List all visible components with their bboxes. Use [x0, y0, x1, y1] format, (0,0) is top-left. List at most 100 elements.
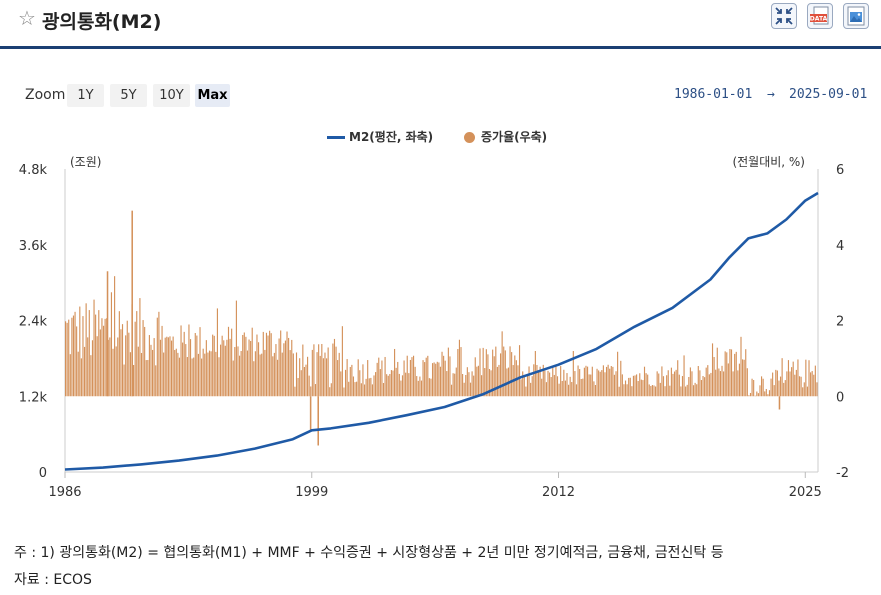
growth-bar [726, 352, 728, 397]
zoom-10y-button[interactable]: 10Y [153, 84, 190, 107]
growth-bar [155, 365, 157, 397]
growth-bar [517, 365, 519, 397]
legend-item-m2[interactable]: M2(평잔, 좌축) [327, 128, 433, 145]
footnote: 주 : 1) 광의통화(M2) = 협의통화(M1) + MMF + 수익증권 … [14, 545, 724, 561]
growth-bar [563, 369, 565, 397]
growth-bar [257, 342, 260, 397]
growth-bar [748, 395, 750, 397]
growth-bar [310, 386, 312, 397]
growth-bar [705, 367, 707, 397]
growth-bar [488, 369, 491, 397]
growth-bar [509, 346, 511, 397]
growth-bar [716, 347, 718, 397]
growth-bar [460, 347, 462, 397]
growth-bar [476, 366, 478, 397]
zoom-1y-button[interactable]: 1Y [67, 84, 104, 107]
left-axis-unit: (조원) [70, 155, 101, 169]
growth-bar [412, 355, 415, 397]
growth-bar [344, 369, 347, 397]
growth-bar [283, 343, 285, 397]
growth-bar [533, 364, 535, 397]
growth-bar [631, 386, 633, 397]
zoom-max-button[interactable]: Max [195, 84, 230, 107]
range-to[interactable]: 2025-09-01 [789, 87, 868, 102]
growth-bar [553, 374, 555, 397]
growth-bar [779, 376, 782, 397]
growth-bar [655, 386, 657, 397]
growth-bar [572, 350, 574, 397]
growth-bar [465, 374, 467, 397]
growth-bar [329, 387, 331, 397]
growth-bar [281, 352, 283, 397]
growth-bar [659, 382, 661, 397]
growth-bar [536, 364, 538, 397]
growth-bar [302, 344, 304, 397]
growth-bar [316, 352, 318, 397]
image-download-icon[interactable] [843, 3, 869, 29]
growth-bar [552, 366, 554, 397]
growth-bar [360, 383, 362, 397]
growth-bar [346, 359, 348, 397]
growth-bar [482, 347, 484, 397]
growth-bar [718, 368, 720, 397]
growth-bar [617, 351, 619, 397]
collapse-icon[interactable] [771, 3, 797, 29]
growth-bar [286, 331, 288, 397]
growth-bar [438, 362, 440, 397]
growth-bar [169, 336, 171, 397]
growth-bar [816, 382, 818, 397]
growth-bar [590, 374, 592, 397]
growth-bar [299, 358, 301, 397]
growth-bar [351, 364, 353, 397]
growth-bar [419, 376, 421, 397]
growth-bar [569, 376, 571, 397]
growth-bar [579, 369, 581, 397]
growth-bar [503, 346, 505, 397]
growth-bar [246, 350, 249, 397]
growth-bar [764, 391, 766, 397]
growth-bar [541, 378, 543, 397]
growth-bar [229, 338, 231, 397]
data-download-icon[interactable]: DATA [807, 3, 833, 29]
growth-bar [235, 300, 237, 397]
growth-bar [493, 356, 495, 397]
growth-bar [74, 311, 76, 397]
growth-bar [292, 353, 294, 397]
range-arrow: → [767, 87, 775, 102]
growth-bar [120, 329, 122, 397]
growth-bar [71, 317, 73, 397]
growth-bar [295, 352, 298, 397]
growth-bar [174, 350, 176, 397]
growth-bar [719, 371, 722, 397]
growth-bar [574, 371, 576, 397]
growth-bar [177, 352, 179, 397]
growth-bar [511, 352, 513, 397]
growth-bar [526, 375, 529, 397]
growth-bar [349, 366, 351, 397]
growth-bar [591, 366, 593, 397]
growth-bar [362, 364, 364, 397]
growth-bar [743, 359, 745, 397]
growth-bar [564, 380, 566, 397]
growth-bar [237, 346, 239, 397]
right-axis-tick-label: 0 [836, 390, 844, 405]
growth-bar [147, 359, 149, 397]
legend-item-growth[interactable]: 증가율(우축) [464, 128, 547, 145]
growth-bar [248, 339, 250, 397]
growth-bar [136, 311, 138, 397]
growth-bar [420, 380, 423, 397]
growth-bar [650, 386, 652, 397]
growth-bar [781, 358, 783, 397]
zoom-5y-button[interactable]: 5Y [110, 84, 147, 107]
growth-bar [609, 368, 611, 397]
growth-bar [775, 369, 777, 397]
growth-bar [251, 327, 253, 397]
growth-bar [144, 326, 146, 397]
growth-bar [321, 344, 323, 397]
growth-bar [142, 320, 144, 397]
star-icon[interactable]: ☆ [18, 6, 36, 30]
growth-bar [484, 368, 486, 397]
range-from[interactable]: 1986-01-01 [674, 87, 753, 102]
growth-bar [661, 366, 663, 397]
growth-bar [313, 344, 315, 397]
